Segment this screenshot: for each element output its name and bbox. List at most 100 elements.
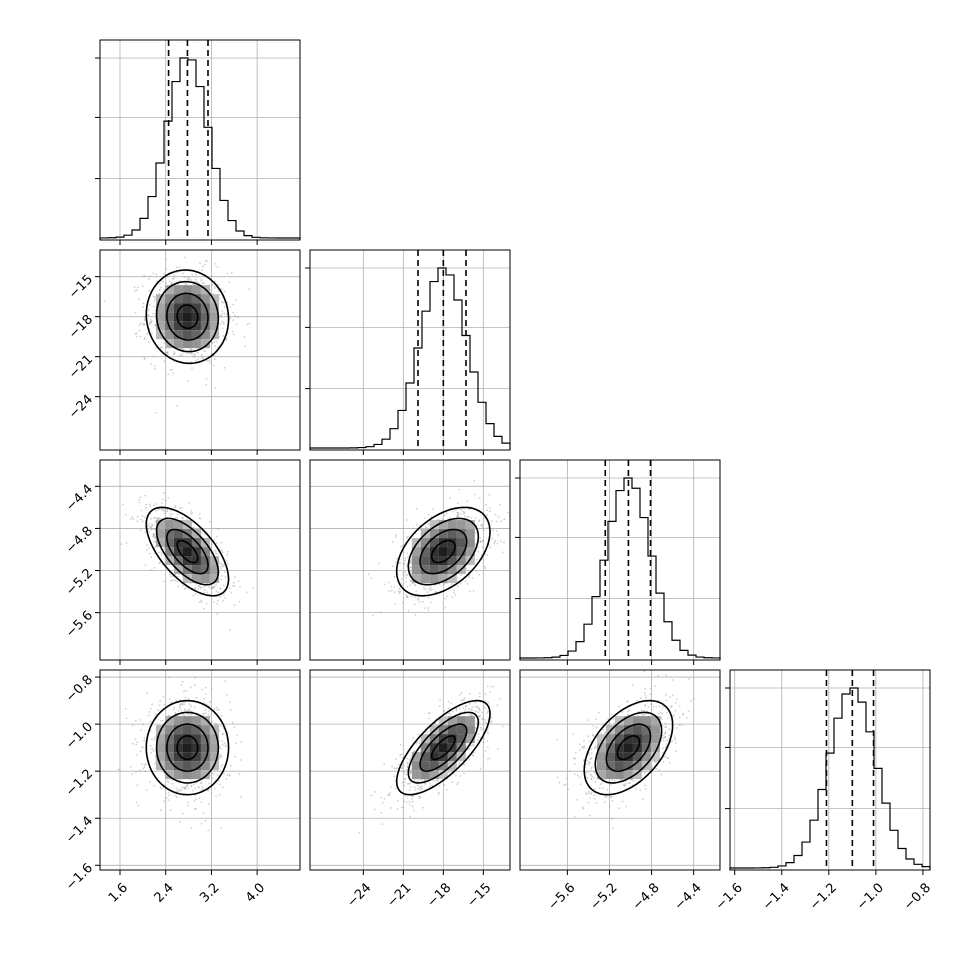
density-cell xyxy=(420,761,430,771)
density-cell xyxy=(447,538,457,548)
sample-point xyxy=(676,698,678,701)
sample-point xyxy=(160,552,163,554)
sample-point xyxy=(147,314,150,316)
sample-point xyxy=(158,562,161,564)
sample-point xyxy=(184,587,187,590)
density-cell xyxy=(182,294,192,304)
sample-point xyxy=(396,799,399,802)
sample-point xyxy=(220,300,223,303)
sample-point xyxy=(226,550,229,553)
sample-point xyxy=(135,801,138,804)
sample-point xyxy=(210,546,213,548)
sample-point xyxy=(162,580,165,583)
sample-point xyxy=(491,520,494,522)
sample-point xyxy=(219,783,221,786)
sample-point xyxy=(402,770,404,772)
sample-point xyxy=(480,524,482,527)
sample-point xyxy=(406,757,408,760)
sample-point xyxy=(222,744,224,746)
sample-point xyxy=(409,566,411,569)
sample-point xyxy=(201,269,204,272)
sample-point xyxy=(457,781,460,784)
sample-point xyxy=(174,352,176,355)
sample-point xyxy=(166,780,169,782)
sample-point xyxy=(409,559,412,562)
sample-point xyxy=(186,278,189,280)
sample-point xyxy=(487,731,489,734)
sample-point xyxy=(419,789,421,792)
sample-point xyxy=(404,559,406,562)
density-cell xyxy=(200,761,210,771)
sample-point xyxy=(132,518,135,521)
sample-point xyxy=(223,594,226,597)
sample-point xyxy=(439,699,441,701)
sample-point xyxy=(144,531,147,534)
sample-point xyxy=(485,503,487,506)
sample-point xyxy=(233,585,236,587)
density-cell xyxy=(164,529,174,539)
sample-point xyxy=(172,353,175,356)
sample-point xyxy=(215,552,217,555)
sample-point xyxy=(180,684,183,686)
sample-point xyxy=(125,542,128,544)
sample-point xyxy=(358,832,360,834)
sample-point xyxy=(427,609,429,612)
sample-point xyxy=(482,741,485,744)
sample-point xyxy=(486,746,489,749)
density-cell xyxy=(429,538,439,548)
sample-point xyxy=(202,282,204,284)
sample-point xyxy=(172,278,174,280)
sample-point xyxy=(663,733,666,736)
sample-point xyxy=(200,278,203,281)
sample-point xyxy=(204,263,206,266)
sample-point xyxy=(494,539,497,542)
sample-point xyxy=(391,765,394,768)
sample-point xyxy=(448,712,451,715)
sample-point xyxy=(498,697,501,700)
sample-point xyxy=(138,769,141,772)
density-cell xyxy=(438,520,448,530)
sample-point xyxy=(400,545,402,548)
sample-point xyxy=(226,693,228,696)
sample-point xyxy=(216,340,219,343)
sample-point xyxy=(226,313,228,316)
sample-point xyxy=(205,703,208,705)
density-cell xyxy=(447,716,457,726)
density-cell xyxy=(447,520,457,530)
density-cell xyxy=(429,752,439,762)
sample-point xyxy=(200,781,203,784)
panel-frame xyxy=(99,459,301,661)
sample-point xyxy=(215,706,218,709)
sample-point xyxy=(148,530,151,533)
sample-point xyxy=(188,277,191,279)
sample-point xyxy=(158,518,161,521)
sample-point xyxy=(190,512,192,515)
density-cell xyxy=(200,330,210,340)
scatter-panel-3-2 xyxy=(519,669,721,875)
sample-point xyxy=(163,273,166,275)
sample-point xyxy=(483,705,485,708)
sample-point xyxy=(197,786,200,789)
sample-point xyxy=(427,513,430,516)
sample-point xyxy=(202,812,205,814)
sample-point xyxy=(149,275,151,278)
sample-point xyxy=(183,714,186,717)
sample-point xyxy=(214,787,216,790)
sample-point xyxy=(432,508,434,510)
sample-point xyxy=(415,590,418,593)
density-cell xyxy=(429,565,439,575)
density-cell xyxy=(200,734,210,744)
sample-point xyxy=(184,787,186,789)
sample-point xyxy=(190,279,193,281)
contour-line xyxy=(166,528,209,575)
sample-point xyxy=(479,540,482,543)
sample-point xyxy=(494,513,497,516)
sample-point xyxy=(219,565,222,568)
sample-point xyxy=(405,595,408,598)
sample-point xyxy=(417,598,419,601)
sample-point xyxy=(397,764,400,766)
sample-point xyxy=(226,553,229,556)
sample-point xyxy=(470,708,472,711)
sample-point xyxy=(179,354,182,356)
sample-point xyxy=(210,543,213,546)
